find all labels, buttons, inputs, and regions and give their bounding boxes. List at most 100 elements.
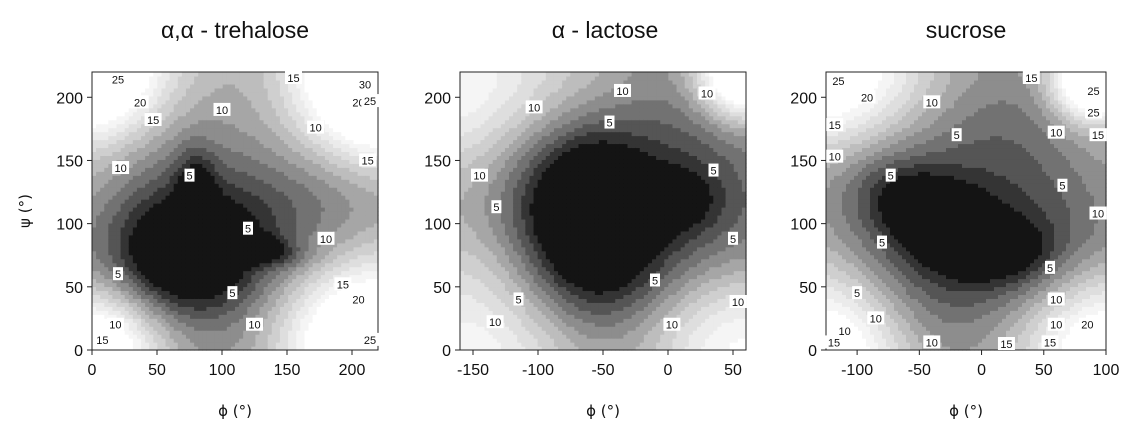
contour-cell <box>92 298 97 303</box>
contour-cell <box>312 230 318 236</box>
contour-cell <box>235 99 240 105</box>
contour-cell <box>267 115 273 121</box>
contour-cell <box>141 266 146 272</box>
contour-cell <box>267 95 273 101</box>
contour-cell <box>161 346 167 351</box>
contour-cell <box>108 226 114 232</box>
contour-cell <box>92 123 97 129</box>
contour-cell <box>316 246 322 252</box>
contour-cell <box>226 127 232 133</box>
contour-cell <box>320 183 326 188</box>
contour-cell <box>132 278 138 284</box>
contour-cell <box>218 246 224 252</box>
contour-cell <box>308 79 314 85</box>
contour-label-box <box>285 71 302 84</box>
contour-cell <box>275 282 281 288</box>
contour-cell <box>222 151 228 156</box>
contour-cell <box>267 127 273 133</box>
contour-cell <box>214 342 220 347</box>
contour-cell <box>112 147 118 153</box>
contour-cell <box>333 75 338 81</box>
contour-cell <box>349 246 355 252</box>
contour-cell <box>141 199 146 204</box>
contour-cell <box>161 282 167 288</box>
contour-cell <box>157 214 163 220</box>
contour-cell <box>104 250 109 256</box>
contour-cell <box>312 195 318 200</box>
contour-cell <box>202 306 207 311</box>
contour-cell <box>214 334 220 339</box>
contour-cell <box>190 127 195 133</box>
contour-cell <box>284 226 289 232</box>
contour-cell <box>177 211 183 216</box>
contour-cell <box>194 207 199 212</box>
contour-cell <box>177 179 183 184</box>
contour-cell <box>239 214 244 220</box>
contour-cell <box>353 282 359 288</box>
contour-cell <box>239 278 244 284</box>
contour-cell <box>239 242 244 248</box>
contour-cell <box>222 222 228 228</box>
contour-cell <box>202 135 207 141</box>
contour-cell <box>357 318 363 323</box>
contour-cell <box>145 167 150 172</box>
contour-cell <box>185 83 191 89</box>
contour-cell <box>112 107 118 113</box>
contour-cell <box>108 195 114 200</box>
contour-cell <box>153 270 158 276</box>
contour-cell <box>202 151 207 156</box>
contour-cell <box>92 246 97 252</box>
contour-cell <box>349 115 355 121</box>
contour-cell <box>263 214 269 220</box>
contour-cell <box>251 306 257 311</box>
contour-label: 25 <box>361 332 379 347</box>
contour-cell <box>202 234 207 240</box>
contour-cell <box>292 318 297 323</box>
contour-cell <box>128 179 134 184</box>
contour-cell <box>353 191 359 196</box>
contour-cell <box>296 163 301 168</box>
contour-cell <box>328 222 334 228</box>
contour-cell <box>353 306 359 311</box>
contour-cell <box>304 262 310 268</box>
contour-cell <box>145 314 150 319</box>
contour-cell <box>153 326 158 331</box>
contour-cell <box>132 326 138 331</box>
contour-cell <box>300 159 306 164</box>
contour-cell <box>251 262 257 268</box>
contour-cell <box>153 298 158 303</box>
contour-cell <box>333 167 338 172</box>
contour-cell <box>255 310 261 315</box>
contour-cell <box>169 207 175 212</box>
contour-cell <box>243 151 248 156</box>
contour-cell <box>169 298 175 303</box>
contour-cell <box>251 282 257 288</box>
contour-cell <box>251 107 257 113</box>
contour-cell <box>243 338 248 343</box>
contour-cell <box>369 179 375 184</box>
contour-cell <box>173 314 179 319</box>
contour-cell <box>296 99 301 105</box>
contour-cell <box>369 211 375 216</box>
contour-cell <box>296 131 301 137</box>
contour-cell <box>316 175 322 180</box>
contour-cell <box>190 195 195 200</box>
contour-cell <box>136 187 142 192</box>
contour-cell <box>214 298 220 303</box>
contour-cell <box>104 99 109 105</box>
chart-title: α,α - trehalose <box>161 17 309 43</box>
contour-cell <box>149 131 154 137</box>
contour-cell <box>230 282 236 288</box>
contour-cell <box>251 75 257 81</box>
contour-cell <box>165 195 171 200</box>
contour-cell <box>136 342 142 347</box>
contour-cell <box>316 326 322 331</box>
contour-cell <box>255 143 261 149</box>
contour-cell <box>124 298 130 303</box>
contour-cell <box>120 286 126 292</box>
contour-cell <box>259 95 265 101</box>
contour-cell <box>96 310 101 315</box>
contour-cell <box>304 131 310 137</box>
contour-cell <box>275 99 281 105</box>
contour-cell <box>198 238 203 244</box>
